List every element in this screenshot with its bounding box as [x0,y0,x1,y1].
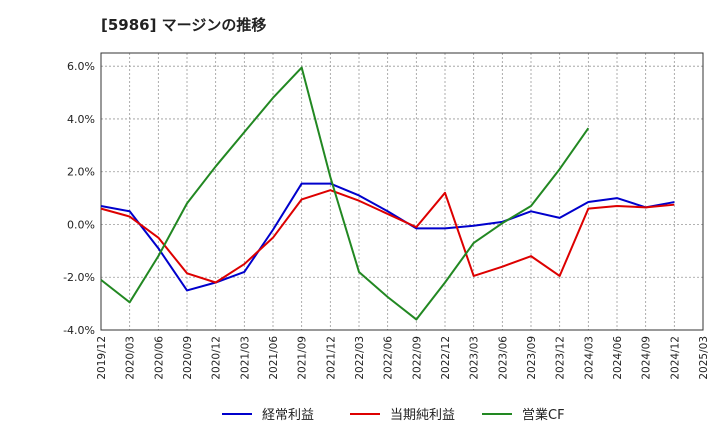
x-tick-label: 2022/12 [440,336,452,380]
x-axis-ticks: 2019/12 2020/03 2020/06 2020/09 2020/12 2021/… [96,336,710,380]
y-tick-label: 6.0% [67,60,95,73]
x-tick-label: 2021/12 [325,336,337,380]
x-tick-label: 2025/03 [698,336,710,380]
x-tick-label: 2022/03 [354,336,366,380]
x-tick-label: 2022/09 [411,336,423,380]
plot-frame [100,52,704,331]
x-tick-label: 2019/12 [96,336,108,380]
y-tick-label: 0.0% [67,218,95,231]
x-tick-label: 2020/06 [153,336,165,380]
x-tick-label: 2020/03 [125,336,137,380]
x-tick-label: 2024/09 [641,336,653,380]
series-layer [100,66,675,321]
legend-label-1: 経常利益 [262,408,314,423]
x-tick-label: 2021/09 [297,336,309,380]
x-tick-label: 2021/06 [268,336,280,380]
y-axis-ticks: -4.0% -2.0% 0.0% 2.0% 4.0% 6.0% [63,60,95,337]
x-tick-label: 2020/09 [182,336,194,380]
x-tick-label: 2023/12 [555,336,567,380]
x-tick-label: 2020/12 [211,336,223,380]
y-tick-label: -4.0% [63,324,95,337]
x-tick-label: 2024/12 [669,336,681,380]
legend: 経常利益 当期純利益 営業CF [222,407,565,423]
chart-title: [5986] マージンの推移 [101,16,267,34]
series-line-2 [100,189,675,284]
y-tick-label: -2.0% [63,271,95,284]
x-tick-label: 2023/09 [526,336,538,380]
x-tick-label: 2021/03 [239,336,251,380]
x-tick-label: 2023/06 [497,336,509,380]
legend-label-3: 営業CF [522,407,565,423]
x-tick-label: 2024/06 [612,336,624,380]
legend-label-2: 当期純利益 [390,408,455,423]
y-tick-label: 2.0% [67,166,95,179]
series-line-1 [100,182,675,292]
series-line-3 [100,66,590,321]
x-tick-label: 2024/03 [583,336,595,380]
x-tick-label: 2023/03 [469,336,481,380]
x-tick-label: 2022/06 [383,336,395,380]
y-tick-label: 4.0% [67,113,95,126]
